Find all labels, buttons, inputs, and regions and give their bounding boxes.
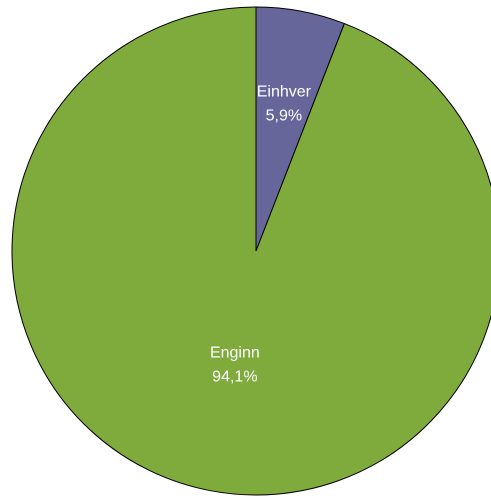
pie-slices <box>11 6 491 496</box>
slice-label-enginn: Enginn <box>210 345 260 362</box>
slice-value-einhver: 5,9% <box>266 107 302 124</box>
slice-value-enginn: 94,1% <box>212 369 257 386</box>
slice-label-einhver: Einhver <box>257 83 312 100</box>
pie-slice-enginn <box>11 6 491 496</box>
pie-labels: Einhver 5,9% Enginn 94,1% <box>210 83 312 385</box>
